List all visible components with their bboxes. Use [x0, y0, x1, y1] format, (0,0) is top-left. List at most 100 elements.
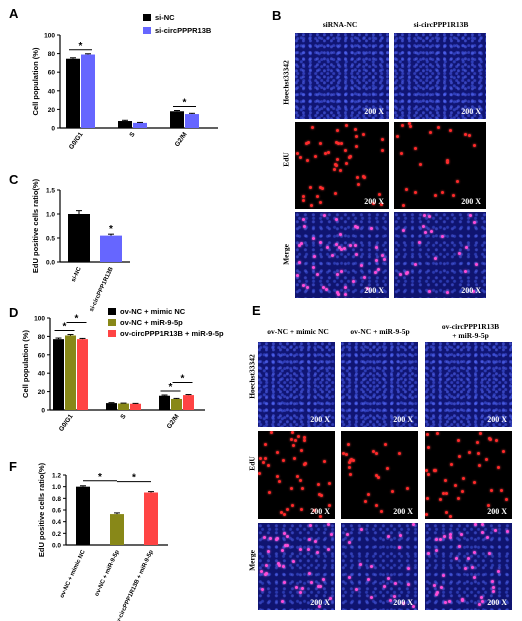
- cell-nucleus-dot: [399, 151, 403, 155]
- cell-nucleus-dot: [319, 241, 323, 245]
- cell-nucleus-dot: [339, 269, 343, 273]
- cell-nucleus-dot: [453, 483, 457, 487]
- chart-f-y-tick-label: 0.2: [52, 531, 61, 538]
- cell-nucleus-dot: [318, 141, 322, 145]
- cell-nucleus-dot: [458, 454, 461, 458]
- magnification-label: 200 X: [461, 107, 481, 116]
- chart-a-bar: [66, 58, 80, 129]
- cell-nucleus-dot: [369, 595, 373, 599]
- cell-nucleus-dot: [376, 267, 380, 271]
- cell-nucleus-dot: [477, 603, 481, 607]
- cell-nucleus-dot: [505, 498, 509, 502]
- chart-d-sig-star: *: [75, 314, 79, 325]
- magnification-label: 200 X: [310, 507, 330, 516]
- chart-c-y-label: EdU positive cells ratio(%): [31, 178, 40, 273]
- chart-a-sig-star: *: [79, 41, 83, 52]
- cell-nucleus-dot: [460, 599, 464, 603]
- cell-nucleus-dot: [355, 145, 359, 149]
- cell-nucleus-dot: [315, 272, 319, 276]
- cell-nucleus-dot: [316, 195, 320, 199]
- cell-nucleus-dot: [434, 548, 438, 552]
- cell-nucleus-dot: [307, 547, 311, 551]
- chart-a-legend-label: si-NC: [155, 13, 175, 22]
- panel-letter-c: C: [9, 172, 19, 187]
- chart-d-bar: [65, 335, 76, 410]
- cell-nucleus-dot: [348, 472, 352, 476]
- cell-nucleus-dot: [387, 535, 391, 539]
- micrograph-edu-ov-nc-mimic: 200 X: [258, 431, 335, 519]
- cell-nucleus-dot: [274, 537, 278, 541]
- cell-nucleus-dot: [293, 438, 297, 442]
- cell-nucleus-dot: [293, 456, 297, 460]
- magnification-label: 200 X: [487, 507, 507, 516]
- cell-nucleus-dot: [429, 131, 433, 135]
- cell-nucleus-dot: [366, 577, 370, 581]
- cell-nucleus-dot: [325, 246, 329, 250]
- cell-nucleus-dot: [438, 538, 442, 542]
- panel-b-row-label-1: Hoechst33342: [281, 60, 291, 105]
- cell-nucleus-dot: [330, 532, 334, 536]
- cell-nucleus-dot: [445, 160, 449, 164]
- panel-e-col-title-2: ov-NC + miR-9-5p: [350, 327, 410, 336]
- cell-nucleus-dot: [338, 232, 342, 236]
- magnification-label: 200 X: [461, 286, 481, 295]
- cell-nucleus-dot: [310, 126, 314, 130]
- cell-nucleus-dot: [311, 236, 315, 240]
- magnification-label: 200 X: [364, 286, 384, 295]
- cell-nucleus-dot: [295, 274, 299, 278]
- cell-nucleus-dot: [289, 487, 293, 491]
- cell-nucleus-dot: [468, 214, 472, 218]
- magnification-label: 200 X: [393, 415, 413, 424]
- cell-nucleus-dot: [314, 154, 318, 158]
- chart-f-y-tick-label: 0.6: [52, 508, 61, 515]
- cell-nucleus-dot: [291, 444, 295, 448]
- magnification-label: 200 X: [364, 107, 384, 116]
- cell-nucleus-dot: [418, 162, 422, 166]
- cell-nucleus-dot: [267, 550, 271, 553]
- cell-nucleus-dot: [290, 503, 294, 507]
- cell-nucleus-dot: [399, 534, 403, 538]
- cell-nucleus-dot: [320, 186, 324, 190]
- cell-nucleus-dot: [334, 164, 338, 168]
- cell-nucleus-dot: [326, 151, 330, 155]
- cell-nucleus-dot: [356, 175, 360, 179]
- cell-nucleus-dot: [282, 459, 286, 463]
- cell-nucleus-dot: [275, 474, 279, 478]
- chart-a-bar: [81, 54, 95, 128]
- chart-d-bar: [159, 395, 170, 410]
- cell-nucleus-dot: [425, 468, 428, 472]
- chart-c-sig-star: *: [109, 224, 113, 235]
- cell-nucleus-dot: [302, 463, 306, 467]
- panel-b-row-label-3: Merge: [281, 244, 291, 265]
- cell-nucleus-dot: [418, 240, 422, 244]
- cell-nucleus-dot: [310, 203, 314, 207]
- cell-nucleus-dot: [379, 202, 383, 206]
- panel-b-row-label-2: EdU: [281, 152, 291, 167]
- cell-nucleus-dot: [318, 604, 322, 608]
- cell-nucleus-dot: [464, 245, 468, 249]
- cell-nucleus-dot: [486, 503, 490, 507]
- cell-nucleus-dot: [382, 257, 386, 261]
- cell-nucleus-dot: [399, 272, 403, 276]
- cell-nucleus-dot: [332, 167, 336, 171]
- cell-nucleus-dot: [297, 261, 301, 265]
- cell-nucleus-dot: [442, 535, 446, 539]
- cell-nucleus-dot: [344, 293, 348, 297]
- cell-nucleus-dot: [424, 231, 428, 234]
- cell-nucleus-dot: [439, 497, 443, 501]
- chart-c-x-tick-label: si-circPPP1R13B: [89, 266, 115, 313]
- cell-nucleus-dot: [337, 293, 341, 297]
- cell-nucleus-dot: [345, 162, 349, 166]
- cell-nucleus-dot: [261, 460, 265, 464]
- cell-nucleus-dot: [480, 523, 484, 527]
- cell-nucleus-dot: [302, 194, 306, 198]
- cell-nucleus-dot: [491, 580, 495, 584]
- cell-nucleus-dot: [473, 576, 477, 580]
- cell-nucleus-dot: [295, 151, 299, 155]
- cell-nucleus-dot: [429, 230, 433, 234]
- chart-c-y-tick-label: 1.0: [46, 212, 55, 219]
- chart-f-y-tick-label: 0.8: [52, 496, 61, 503]
- panel-b-col-title-1: siRNA-NC: [322, 20, 358, 29]
- panel-e-col-title-3: ov-circPPP1R13B + miR-9-5p: [441, 322, 500, 340]
- cell-nucleus-dot: [361, 132, 365, 136]
